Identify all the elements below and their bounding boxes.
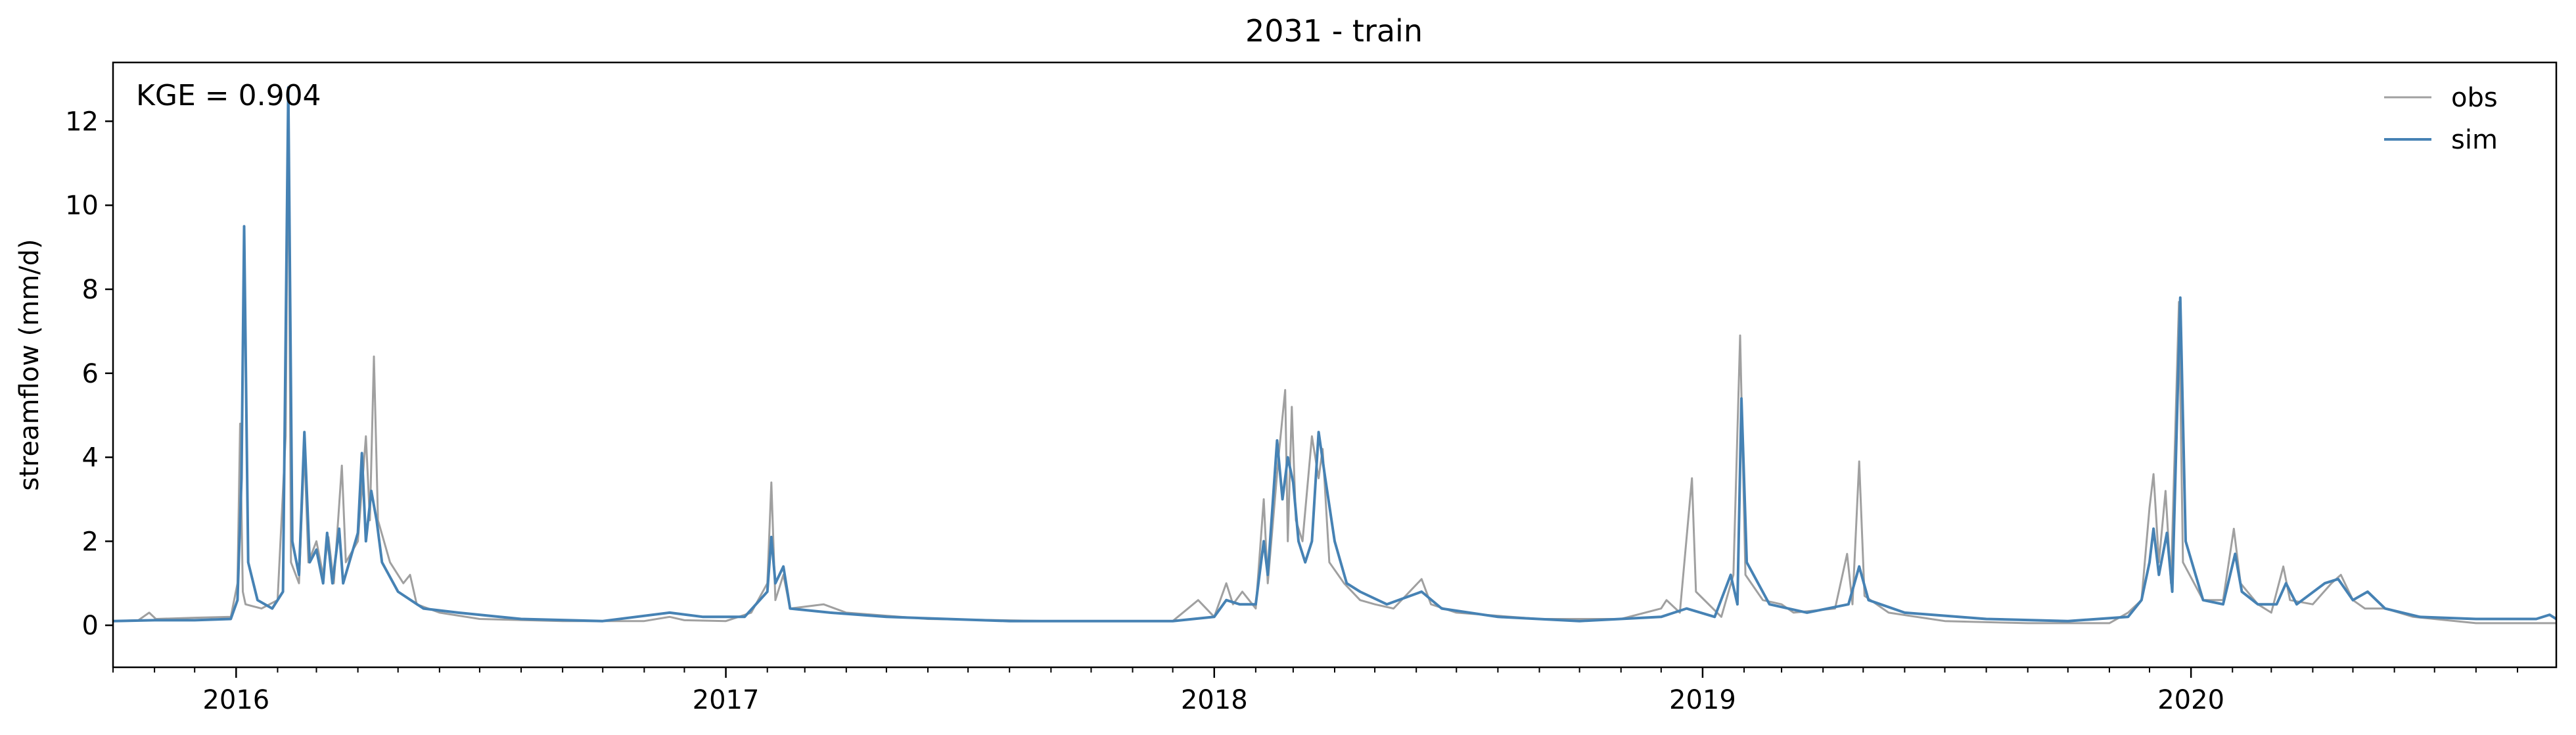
y-axis-label: streamflow (mm/d)	[14, 239, 45, 490]
x-tick-label: 2016	[202, 685, 269, 715]
y-tick-label: 10	[65, 191, 99, 221]
x-axis: 2016 2017 2018 2019 2020	[112, 667, 2518, 715]
x-tick-label: 2019	[1669, 685, 1736, 715]
plot-area: 0 2 4 6 8 10 12 2016 2017 2018 2019 2020	[65, 61, 2558, 715]
y-tick-label: 12	[65, 107, 99, 137]
x-tick-label: 2017	[693, 685, 760, 715]
legend-label-sim: sim	[2451, 125, 2498, 155]
y-tick-label: 4	[82, 443, 99, 473]
legend: obs sim	[2384, 83, 2498, 155]
y-tick-label: 0	[82, 611, 99, 641]
kge-annotation: KGE = 0.904	[136, 79, 321, 112]
x-tick-label: 2020	[2157, 685, 2224, 715]
y-tick-label: 2	[82, 527, 99, 557]
y-tick-label: 8	[82, 275, 99, 305]
x-tick-label: 2018	[1181, 685, 1248, 715]
legend-label-obs: obs	[2451, 83, 2498, 113]
y-tick-label: 6	[82, 359, 99, 389]
series-line-sim	[113, 86, 2556, 623]
series-layer	[113, 86, 2556, 625]
y-axis: 0 2 4 6 8 10 12	[65, 107, 113, 641]
chart-title: 2031 - train	[1245, 13, 1423, 49]
